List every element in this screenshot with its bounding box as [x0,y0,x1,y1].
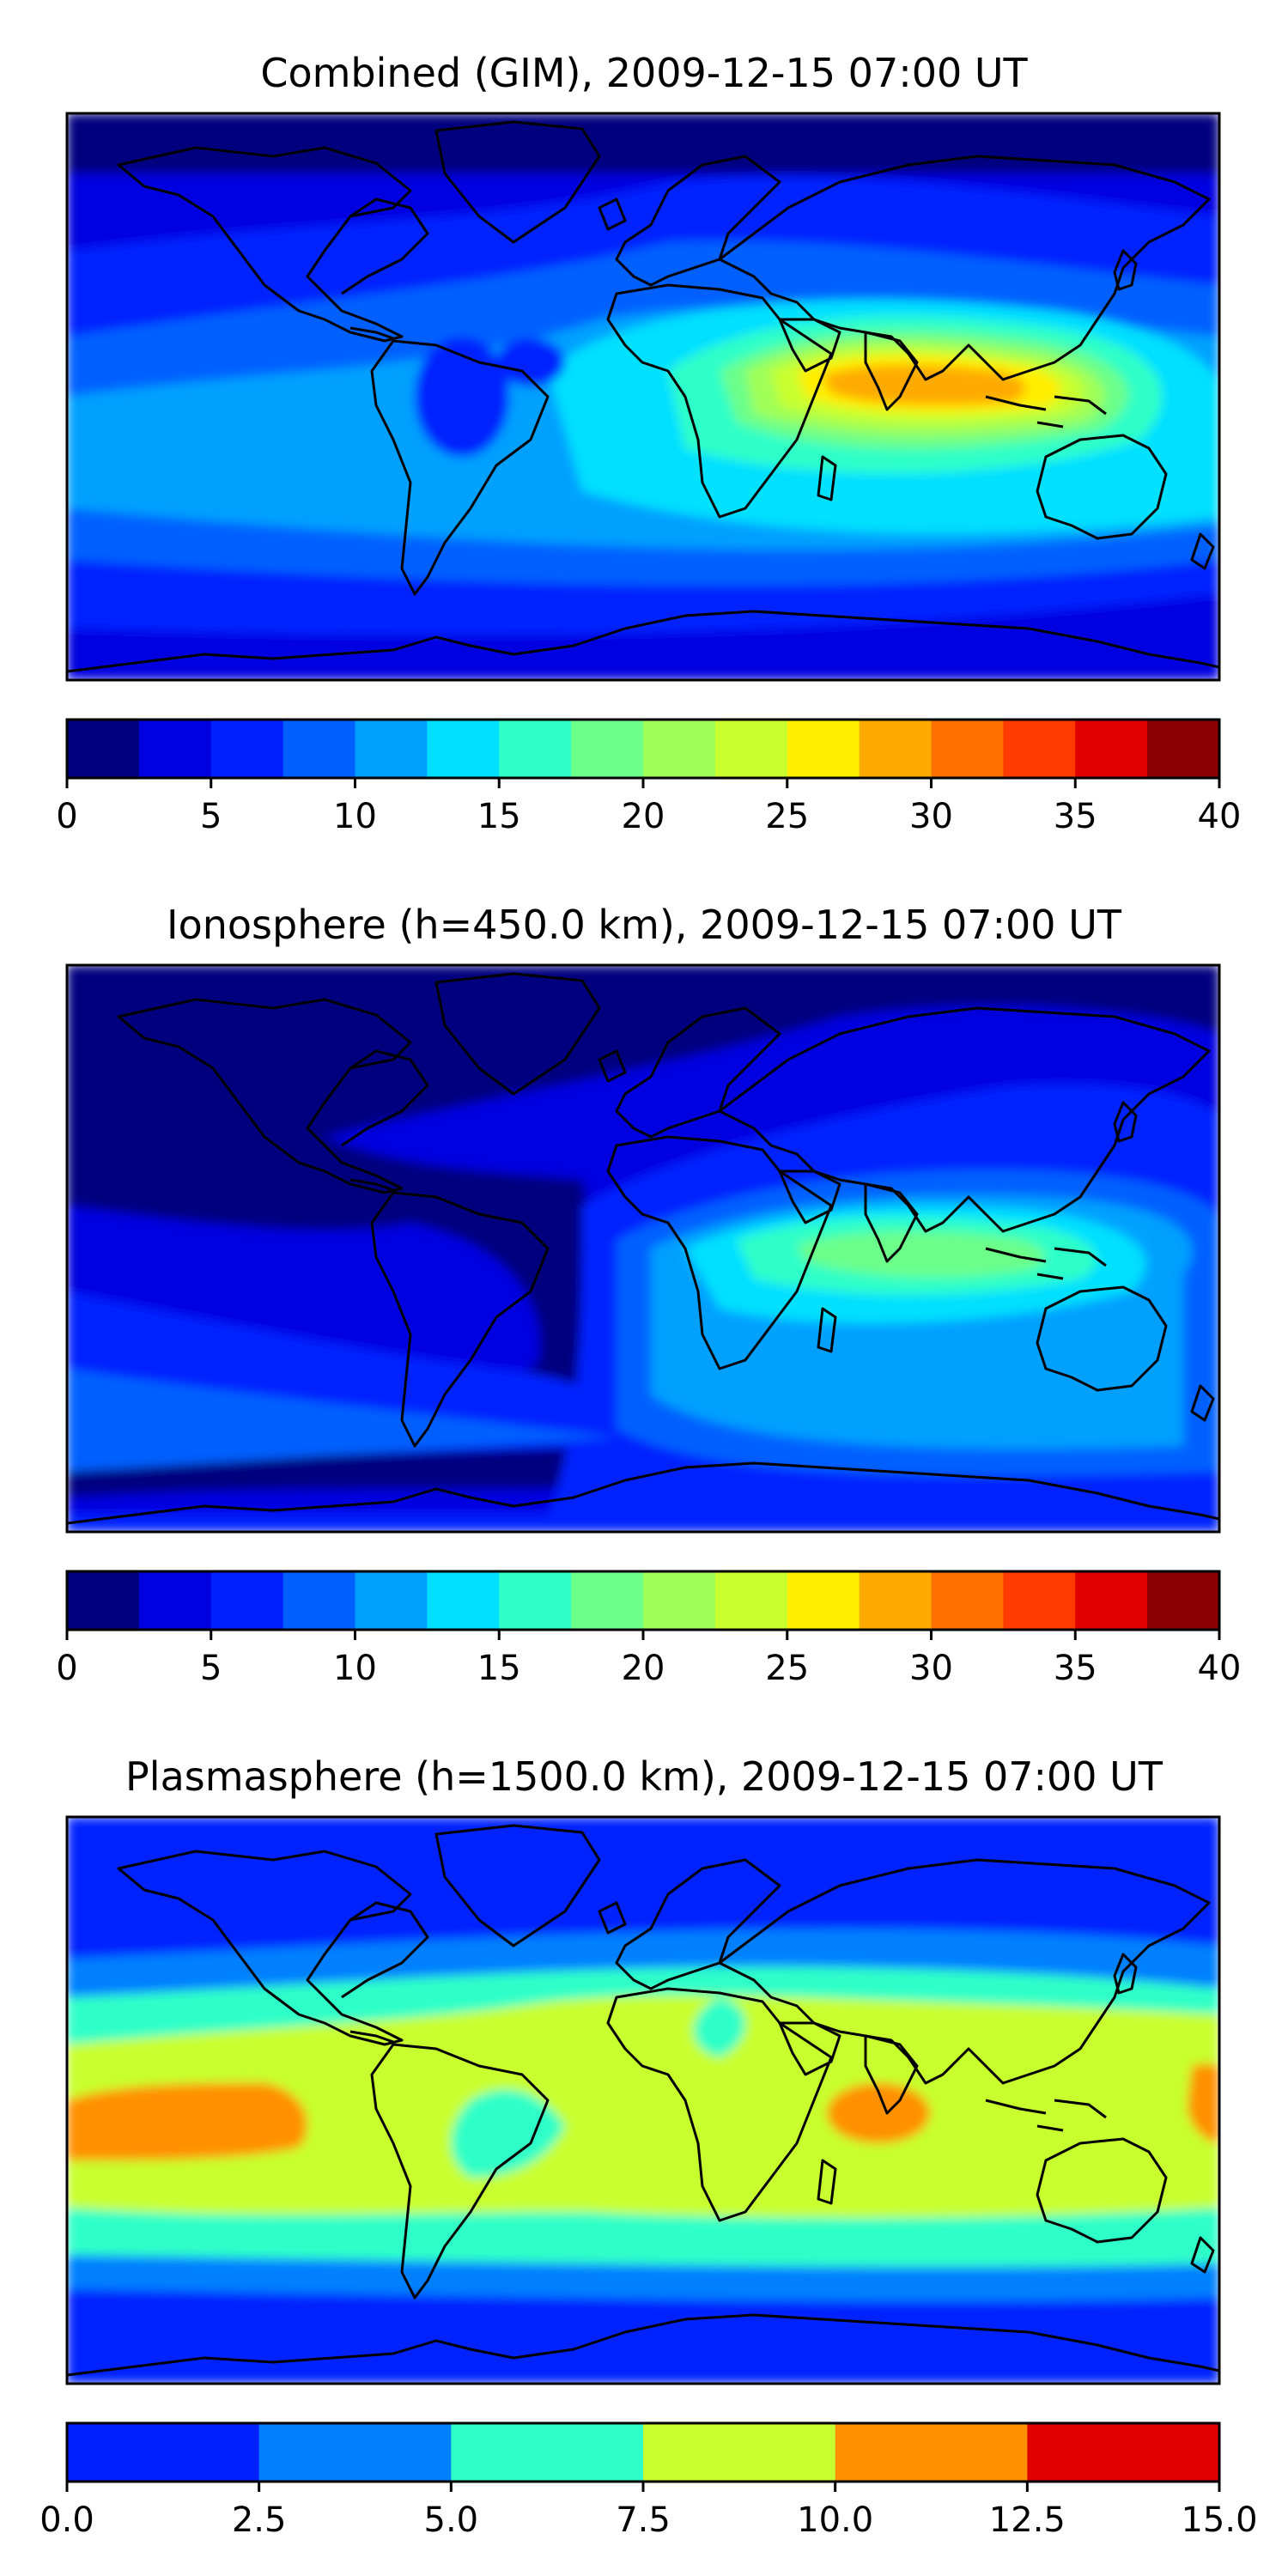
map-panel-3 [67,1817,1219,2384]
colorbar-segment [859,720,932,778]
colorbar-segment [714,720,788,778]
colorbar-segment [931,1571,1004,1630]
colorbar-tick-label: 12.5 [989,2500,1066,2540]
colorbar-segment [1147,720,1220,778]
colorbar-segment [427,1571,500,1630]
colorbar-segment [571,720,644,778]
map-panel-1 [67,113,1219,680]
map-panel-1-frame [65,112,1221,682]
map-panel-2 [67,965,1219,1532]
colorbar-tick-label: 40 [1198,797,1242,836]
colorbar-segment [355,1571,428,1630]
colorbar-tick-label: 5.0 [424,2500,479,2540]
colorbar-segment [1075,1571,1148,1630]
colorbar-segment [835,2423,1028,2482]
colorbar-segment [931,720,1004,778]
colorbar-tick-label: 10.0 [797,2500,873,2540]
colorbar-segment [859,1571,932,1630]
map-panel-2-frame [65,963,1221,1534]
colorbar-segment [499,1571,572,1630]
map-panel-3-frame [65,1815,1221,2385]
colorbar-tick-label: 35 [1054,797,1097,836]
colorbar-tick-label: 30 [909,1649,953,1688]
colorbar-tick-label: 20 [622,797,665,836]
colorbar-segment [451,2423,644,2482]
colorbar-segment [1075,720,1148,778]
colorbar-segment [787,1571,860,1630]
colorbar-segment [138,720,212,778]
colorbar-tick-label: 10 [333,797,377,836]
colorbar-tick-label: 30 [909,797,953,836]
colorbar-tick-label: 25 [765,1649,809,1688]
colorbar-segment [67,1571,140,1630]
colorbar-tick-label: 20 [622,1649,665,1688]
colorbar-tick-label: 0 [56,1649,77,1688]
colorbar-segment [427,720,500,778]
colorbar-panel-3: 0.0 2.5 5.0 7.5 10.0 12.5 15.0 [39,2421,1258,2540]
colorbar-segment [1147,1571,1220,1630]
colorbar-segment [643,2423,836,2482]
colorbar-tick-label: 15 [477,797,521,836]
colorbar-tick-label: 40 [1198,1649,1242,1688]
colorbar-segment [283,1571,355,1630]
colorbar-segment [787,720,860,778]
colorbar-segment [67,2423,260,2482]
colorbar-segment [499,720,572,778]
colorbar-segment [1003,720,1076,778]
colorbar-segment [138,1571,212,1630]
colorbar-tick-label: 25 [765,797,809,836]
panel-2-title: Ionosphere (h=450.0 km), 2009-12-15 07:0… [167,902,1121,948]
colorbar-panel-2: 0 5 10 15 20 25 30 35 40 [56,1570,1242,1688]
colorbar-tick-label: 2.5 [232,2500,287,2540]
panel-3-title: Plasmasphere (h=1500.0 km), 2009-12-15 0… [125,1753,1163,1800]
colorbar-segment [571,1571,644,1630]
colorbar-segment [210,720,284,778]
colorbar-segment [714,1571,788,1630]
colorbar-segment [210,1571,284,1630]
colorbar-tick-label: 15.0 [1181,2500,1257,2540]
colorbar-segment [283,720,355,778]
colorbar-tick-label: 5 [200,797,222,836]
colorbar-tick-label: 5 [200,1649,222,1688]
colorbar-segment [643,720,716,778]
colorbar-tick-label: 35 [1054,1649,1097,1688]
colorbar-segment [67,720,140,778]
colorbar-segment [643,1571,716,1630]
colorbar-segment [1027,2423,1220,2482]
colorbar-tick-label: 15 [477,1649,521,1688]
colorbar-segment [1003,1571,1076,1630]
colorbar-tick-label: 0 [56,797,77,836]
panel-1-title: Combined (GIM), 2009-12-15 07:00 UT [260,50,1028,96]
colorbar-segment [355,720,428,778]
colorbar-tick-label: 10 [333,1649,377,1688]
colorbar-panel-1: 0 5 10 15 20 25 30 35 40 [56,718,1242,836]
colorbar-segment [258,2423,452,2482]
colorbar-tick-label: 7.5 [616,2500,671,2540]
colorbar-tick-label: 0.0 [39,2500,94,2540]
